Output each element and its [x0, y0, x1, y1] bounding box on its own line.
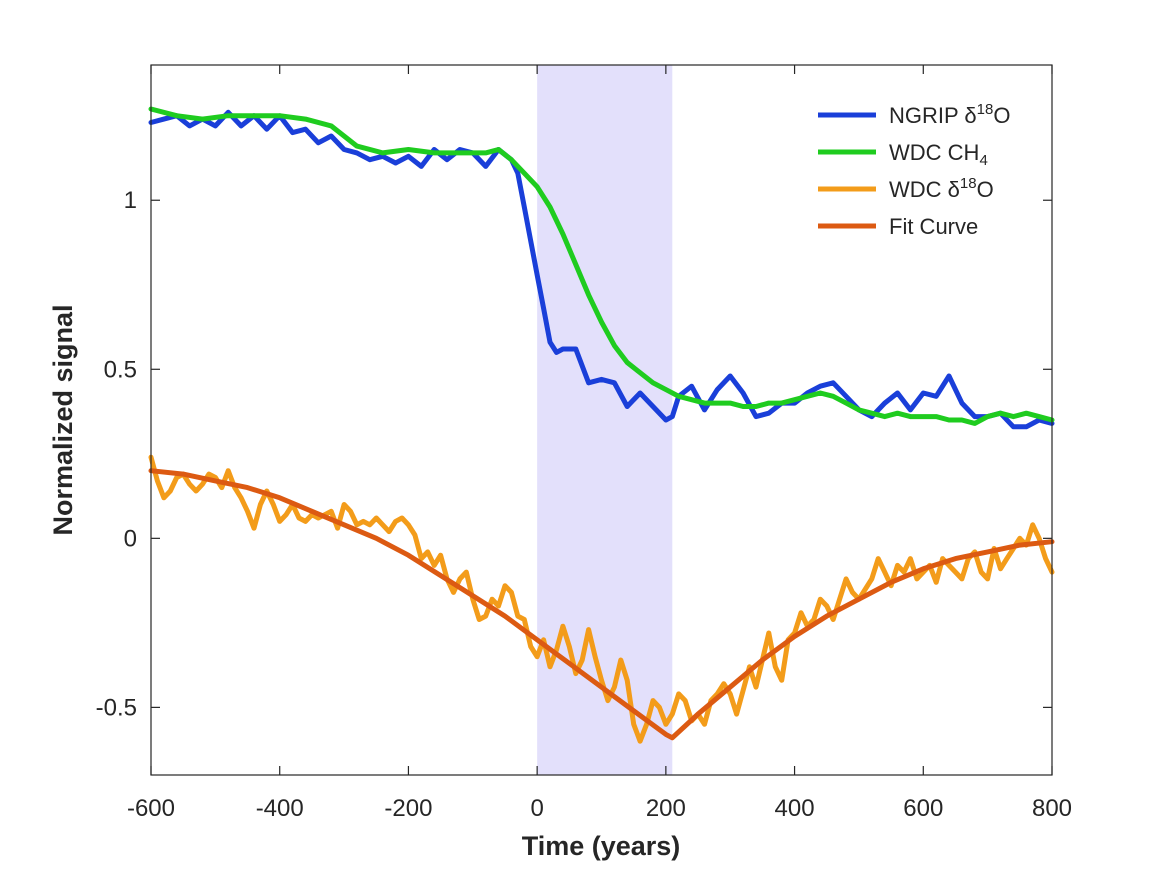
series-layer [148, 106, 1055, 744]
legend: NGRIP δ18O WDC CH4 WDC δ18O Fit Curve [818, 101, 1010, 239]
x-tick-label: 0 [530, 795, 543, 822]
legend-label: Fit Curve [889, 214, 978, 239]
y-tick-label: 1 [124, 187, 137, 214]
x-tick-label: -200 [384, 795, 432, 822]
x-tick-label: 800 [1032, 795, 1072, 822]
shaded-region [537, 65, 673, 775]
x-tick-label: 600 [903, 795, 943, 822]
y-tick-label: -0.5 [96, 694, 137, 721]
x-axis-title: Time (years) [522, 831, 681, 861]
y-axis-title: Normalized signal [48, 304, 78, 535]
series-line-3 [148, 454, 1055, 744]
legend-label: WDC δ18O [889, 175, 994, 202]
legend-label: WDC CH4 [889, 140, 988, 169]
y-tick-label: 0 [124, 525, 137, 552]
series-line-1 [148, 109, 1055, 430]
plot-area-frame [150, 64, 1053, 776]
axes-layer: -600 -400 -200 0 200 400 600 800 -0.5 0 0.5 1 [96, 65, 1072, 822]
series-line-4 [148, 468, 1055, 741]
x-tick-label: 400 [775, 795, 815, 822]
x-tick-label: 200 [646, 795, 686, 822]
legend-label: NGRIP δ18O [889, 101, 1010, 128]
y-tick-label: 0.5 [104, 356, 137, 383]
x-tick-label: -600 [127, 795, 175, 822]
x-tick-label: -400 [256, 795, 304, 822]
series-line-2 [148, 106, 1055, 426]
